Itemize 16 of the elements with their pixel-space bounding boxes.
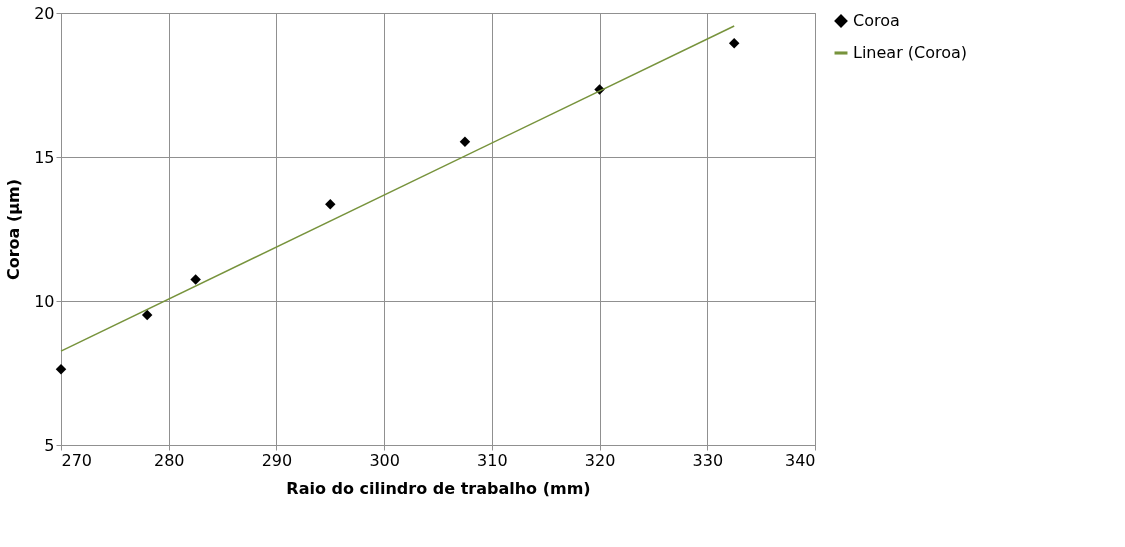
x-tick-label: 340: [784, 450, 816, 470]
x-tick-label: 300: [369, 450, 400, 470]
x-tick-label: 310: [477, 450, 508, 470]
legend-label: Coroa: [853, 11, 900, 30]
x-tick-label: 280: [153, 450, 185, 470]
y-tick-label: 5: [44, 435, 55, 455]
x-tick-label: 270: [61, 450, 93, 470]
y-axis-title: Coroa (µm): [4, 178, 24, 281]
y-tick-label: 15: [34, 147, 55, 167]
x-tick-label: 320: [584, 450, 616, 470]
x-tick-label: 330: [692, 450, 724, 470]
legend-label: Linear (Coroa): [853, 43, 968, 62]
y-tick-label: 10: [34, 291, 55, 311]
x-axis-title: Raio do cilindro de trabalho (mm): [286, 478, 591, 498]
x-tick-label: 290: [261, 450, 293, 470]
y-tick-label: 20: [34, 3, 55, 23]
